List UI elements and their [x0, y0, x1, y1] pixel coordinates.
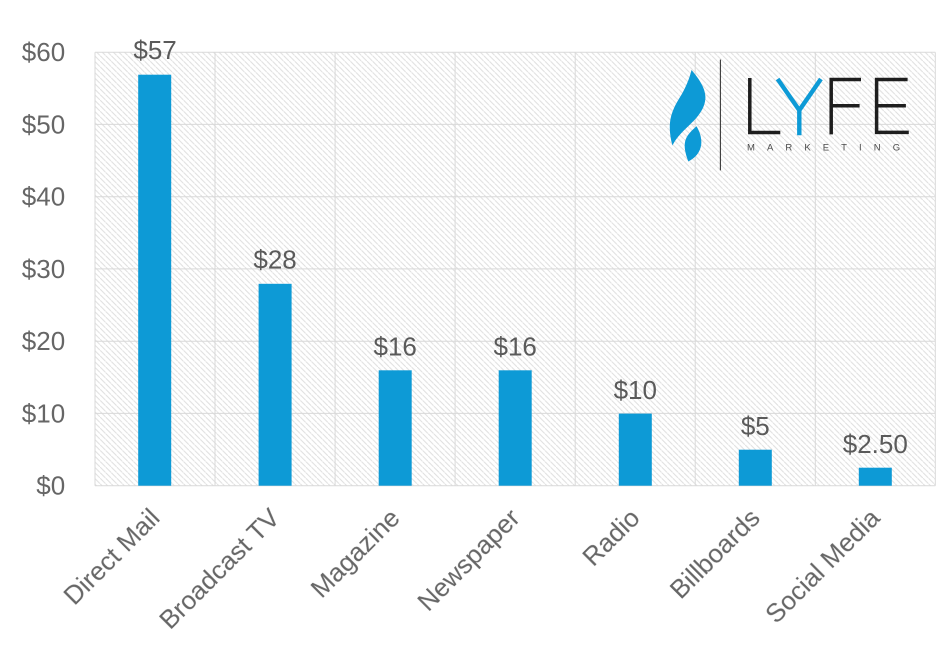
svg-text:$60: $60 [22, 37, 65, 67]
svg-text:$30: $30 [22, 254, 65, 284]
svg-text:$16: $16 [374, 331, 417, 361]
svg-text:$0: $0 [36, 471, 65, 501]
svg-text:$16: $16 [494, 331, 537, 361]
svg-text:$57: $57 [133, 35, 176, 65]
svg-text:$40: $40 [22, 182, 65, 212]
svg-text:$50: $50 [22, 109, 65, 139]
svg-text:$2.50: $2.50 [843, 429, 908, 459]
svg-text:MARKETING: MARKETING [747, 143, 910, 154]
svg-text:$10: $10 [22, 398, 65, 428]
svg-text:$28: $28 [253, 245, 296, 275]
svg-text:$20: $20 [22, 326, 65, 356]
svg-text:$10: $10 [614, 375, 657, 405]
svg-text:$5: $5 [741, 411, 770, 441]
